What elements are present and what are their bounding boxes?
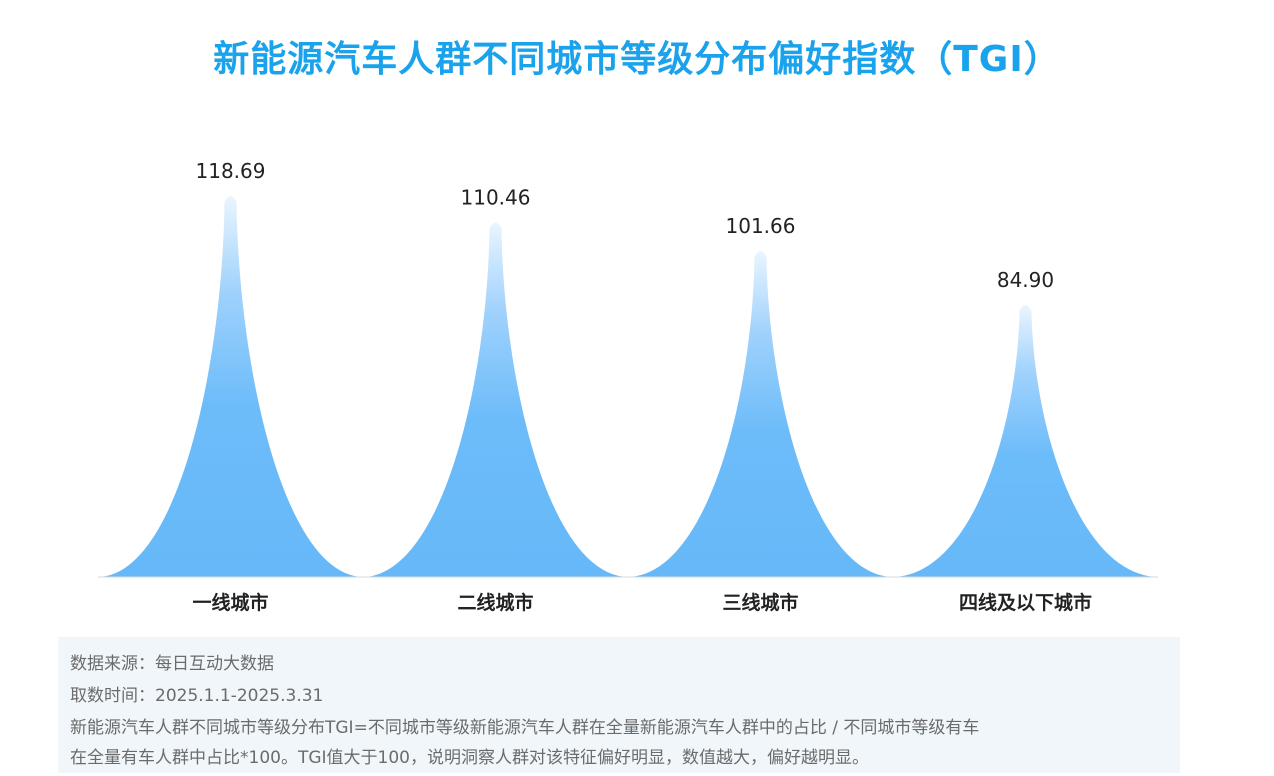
category-label-2: 二线城市 [457,591,533,614]
peak-bar-3 [628,250,893,577]
data-period-note: 取数时间：2025.1.1-2025.3.31 [70,686,324,706]
value-label-4: 84.90 [997,268,1054,292]
peak-bar-4 [893,305,1158,577]
notes-panel: 数据来源：每日互动大数据 取数时间：2025.1.1-2025.3.31 新能源… [58,637,1180,773]
tgi-definition-line1: 新能源汽车人群不同城市等级分布TGI=不同城市等级新能源汽车人群在全量新能源汽车… [70,718,980,738]
tgi-chart: 118.69 一线城市 110.46 二线城市 101.66 三线城市 84.90 四线及以下… [98,159,1158,614]
tgi-definition-line2: 在全量有车人群中占比*100。TGI值大于100，说明洞察人群对该特征偏好明显，… [70,748,869,768]
peak-bar-1 [98,196,363,577]
category-label-3: 三线城市 [722,591,798,614]
value-label-2: 110.46 [461,186,531,210]
peak-bar-2 [363,222,628,578]
category-label-4: 四线及以下城市 [959,591,1092,614]
chart-title: 新能源汽车人群不同城市等级分布偏好指数（TGI） [213,39,1061,80]
value-label-3: 101.66 [726,214,796,238]
chart-marks [98,196,1158,578]
value-label-1: 118.69 [196,159,266,183]
data-source-note: 数据来源：每日互动大数据 [70,654,274,674]
category-label-1: 一线城市 [192,591,268,614]
